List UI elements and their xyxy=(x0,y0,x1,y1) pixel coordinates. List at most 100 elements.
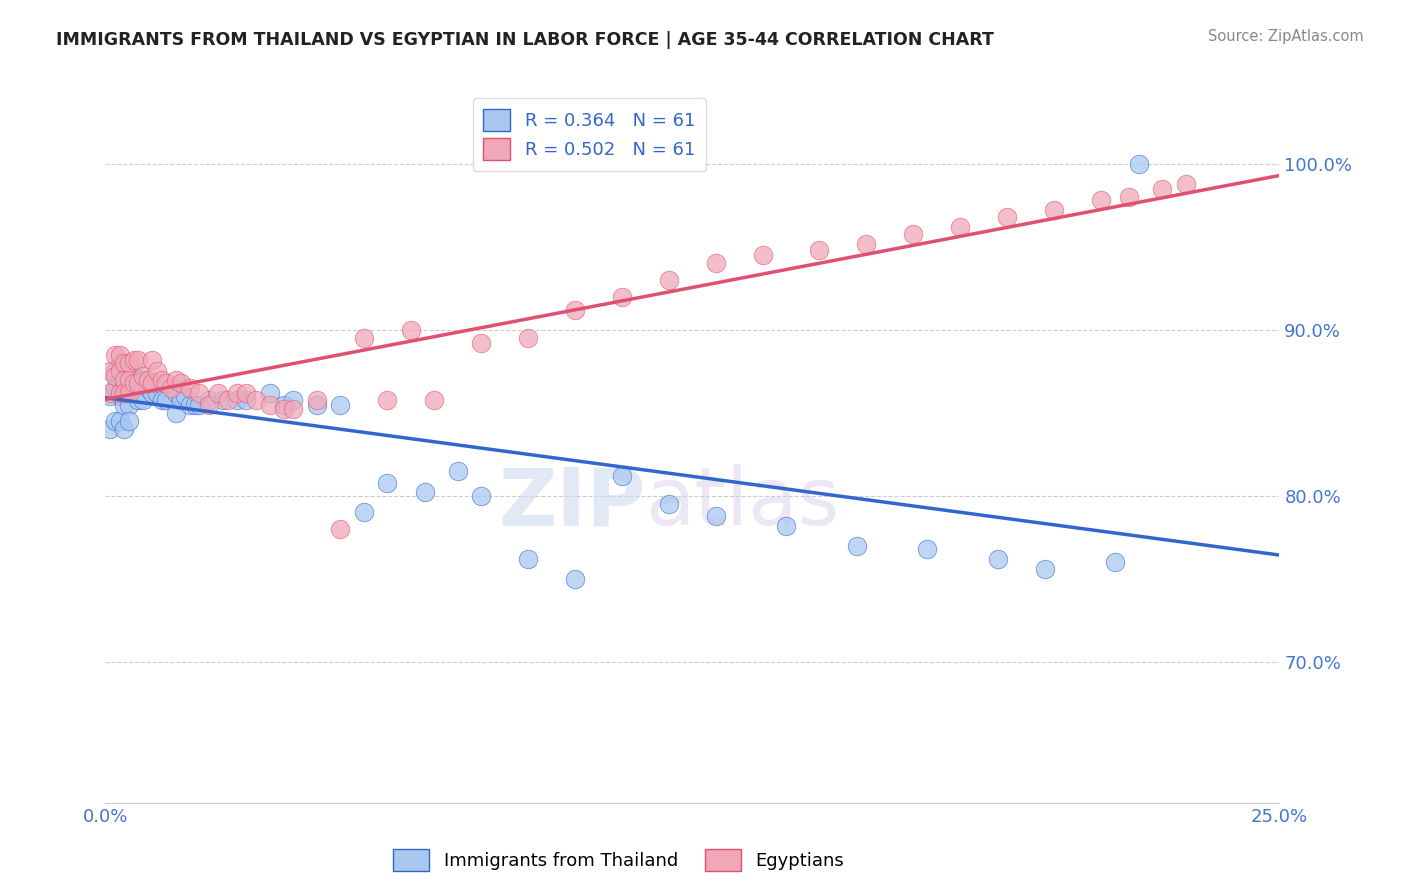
Point xyxy=(423,392,446,407)
Point xyxy=(1174,177,1197,191)
Point xyxy=(98,389,121,403)
Point xyxy=(901,227,924,241)
Point xyxy=(136,373,159,387)
Point xyxy=(517,331,540,345)
Text: IMMIGRANTS FROM THAILAND VS EGYPTIAN IN LABOR FORCE | AGE 35-44 CORRELATION CHAR: IMMIGRANTS FROM THAILAND VS EGYPTIAN IN … xyxy=(56,31,994,49)
Point xyxy=(169,392,191,407)
Point xyxy=(273,402,295,417)
Point xyxy=(446,464,468,478)
Point xyxy=(305,397,328,411)
Point xyxy=(1033,562,1056,576)
Point xyxy=(470,489,492,503)
Point xyxy=(155,392,177,407)
Point xyxy=(150,373,173,387)
Point xyxy=(413,485,436,500)
Point xyxy=(141,385,163,400)
Point xyxy=(564,572,586,586)
Point xyxy=(118,414,141,428)
Point xyxy=(132,373,155,387)
Point xyxy=(108,373,131,387)
Point xyxy=(217,392,239,407)
Point xyxy=(207,385,229,400)
Point xyxy=(112,359,135,374)
Point xyxy=(112,422,135,436)
Point xyxy=(118,397,141,411)
Point xyxy=(104,414,127,428)
Point xyxy=(155,376,177,390)
Point xyxy=(353,505,375,519)
Point xyxy=(108,389,131,403)
Point xyxy=(987,552,1010,566)
Point xyxy=(122,385,145,400)
Point xyxy=(273,397,295,411)
Point xyxy=(375,475,398,490)
Point xyxy=(329,522,352,536)
Point xyxy=(118,385,141,400)
Point xyxy=(610,290,633,304)
Legend: R = 0.364   N = 61, R = 0.502   N = 61: R = 0.364 N = 61, R = 0.502 N = 61 xyxy=(472,98,706,171)
Point xyxy=(104,348,127,362)
Point xyxy=(104,369,127,384)
Point xyxy=(188,397,211,411)
Point xyxy=(118,359,141,374)
Point xyxy=(915,541,938,556)
Point xyxy=(235,385,257,400)
Point xyxy=(118,381,141,395)
Point xyxy=(658,497,681,511)
Point xyxy=(118,356,141,370)
Point xyxy=(517,552,540,566)
Point xyxy=(132,392,155,407)
Point xyxy=(1150,182,1173,196)
Point xyxy=(136,381,159,395)
Point xyxy=(752,248,775,262)
Point xyxy=(165,373,187,387)
Point xyxy=(108,348,131,362)
Point xyxy=(226,392,249,407)
Point xyxy=(188,385,211,400)
Point xyxy=(283,392,305,407)
Point xyxy=(564,302,586,317)
Point xyxy=(127,352,149,367)
Point xyxy=(1043,203,1066,218)
Point xyxy=(108,364,131,378)
Point xyxy=(108,356,131,370)
Point xyxy=(995,210,1018,224)
Point xyxy=(108,414,131,428)
Point xyxy=(211,392,233,407)
Point xyxy=(329,397,352,411)
Point xyxy=(179,397,201,411)
Point xyxy=(104,364,127,378)
Point xyxy=(141,352,163,367)
Point xyxy=(375,392,398,407)
Point xyxy=(808,243,831,257)
Point xyxy=(169,376,191,390)
Point xyxy=(1090,194,1112,208)
Point xyxy=(283,402,305,417)
Point xyxy=(610,468,633,483)
Point xyxy=(122,352,145,367)
Point xyxy=(122,376,145,390)
Point xyxy=(132,369,155,384)
Point xyxy=(112,376,135,390)
Point xyxy=(658,273,681,287)
Point xyxy=(127,373,149,387)
Point xyxy=(470,336,492,351)
Point xyxy=(1118,190,1140,204)
Point xyxy=(949,219,972,234)
Point xyxy=(141,376,163,390)
Point xyxy=(165,406,187,420)
Point xyxy=(1128,157,1150,171)
Point xyxy=(845,539,868,553)
Point xyxy=(112,397,135,411)
Point xyxy=(1104,555,1126,569)
Point xyxy=(775,518,797,533)
Text: Source: ZipAtlas.com: Source: ZipAtlas.com xyxy=(1208,29,1364,44)
Point xyxy=(855,236,877,251)
Point xyxy=(197,392,219,407)
Point xyxy=(245,392,267,407)
Point xyxy=(112,385,135,400)
Point xyxy=(112,356,135,370)
Point xyxy=(98,364,121,378)
Point xyxy=(174,389,197,403)
Point xyxy=(183,397,205,411)
